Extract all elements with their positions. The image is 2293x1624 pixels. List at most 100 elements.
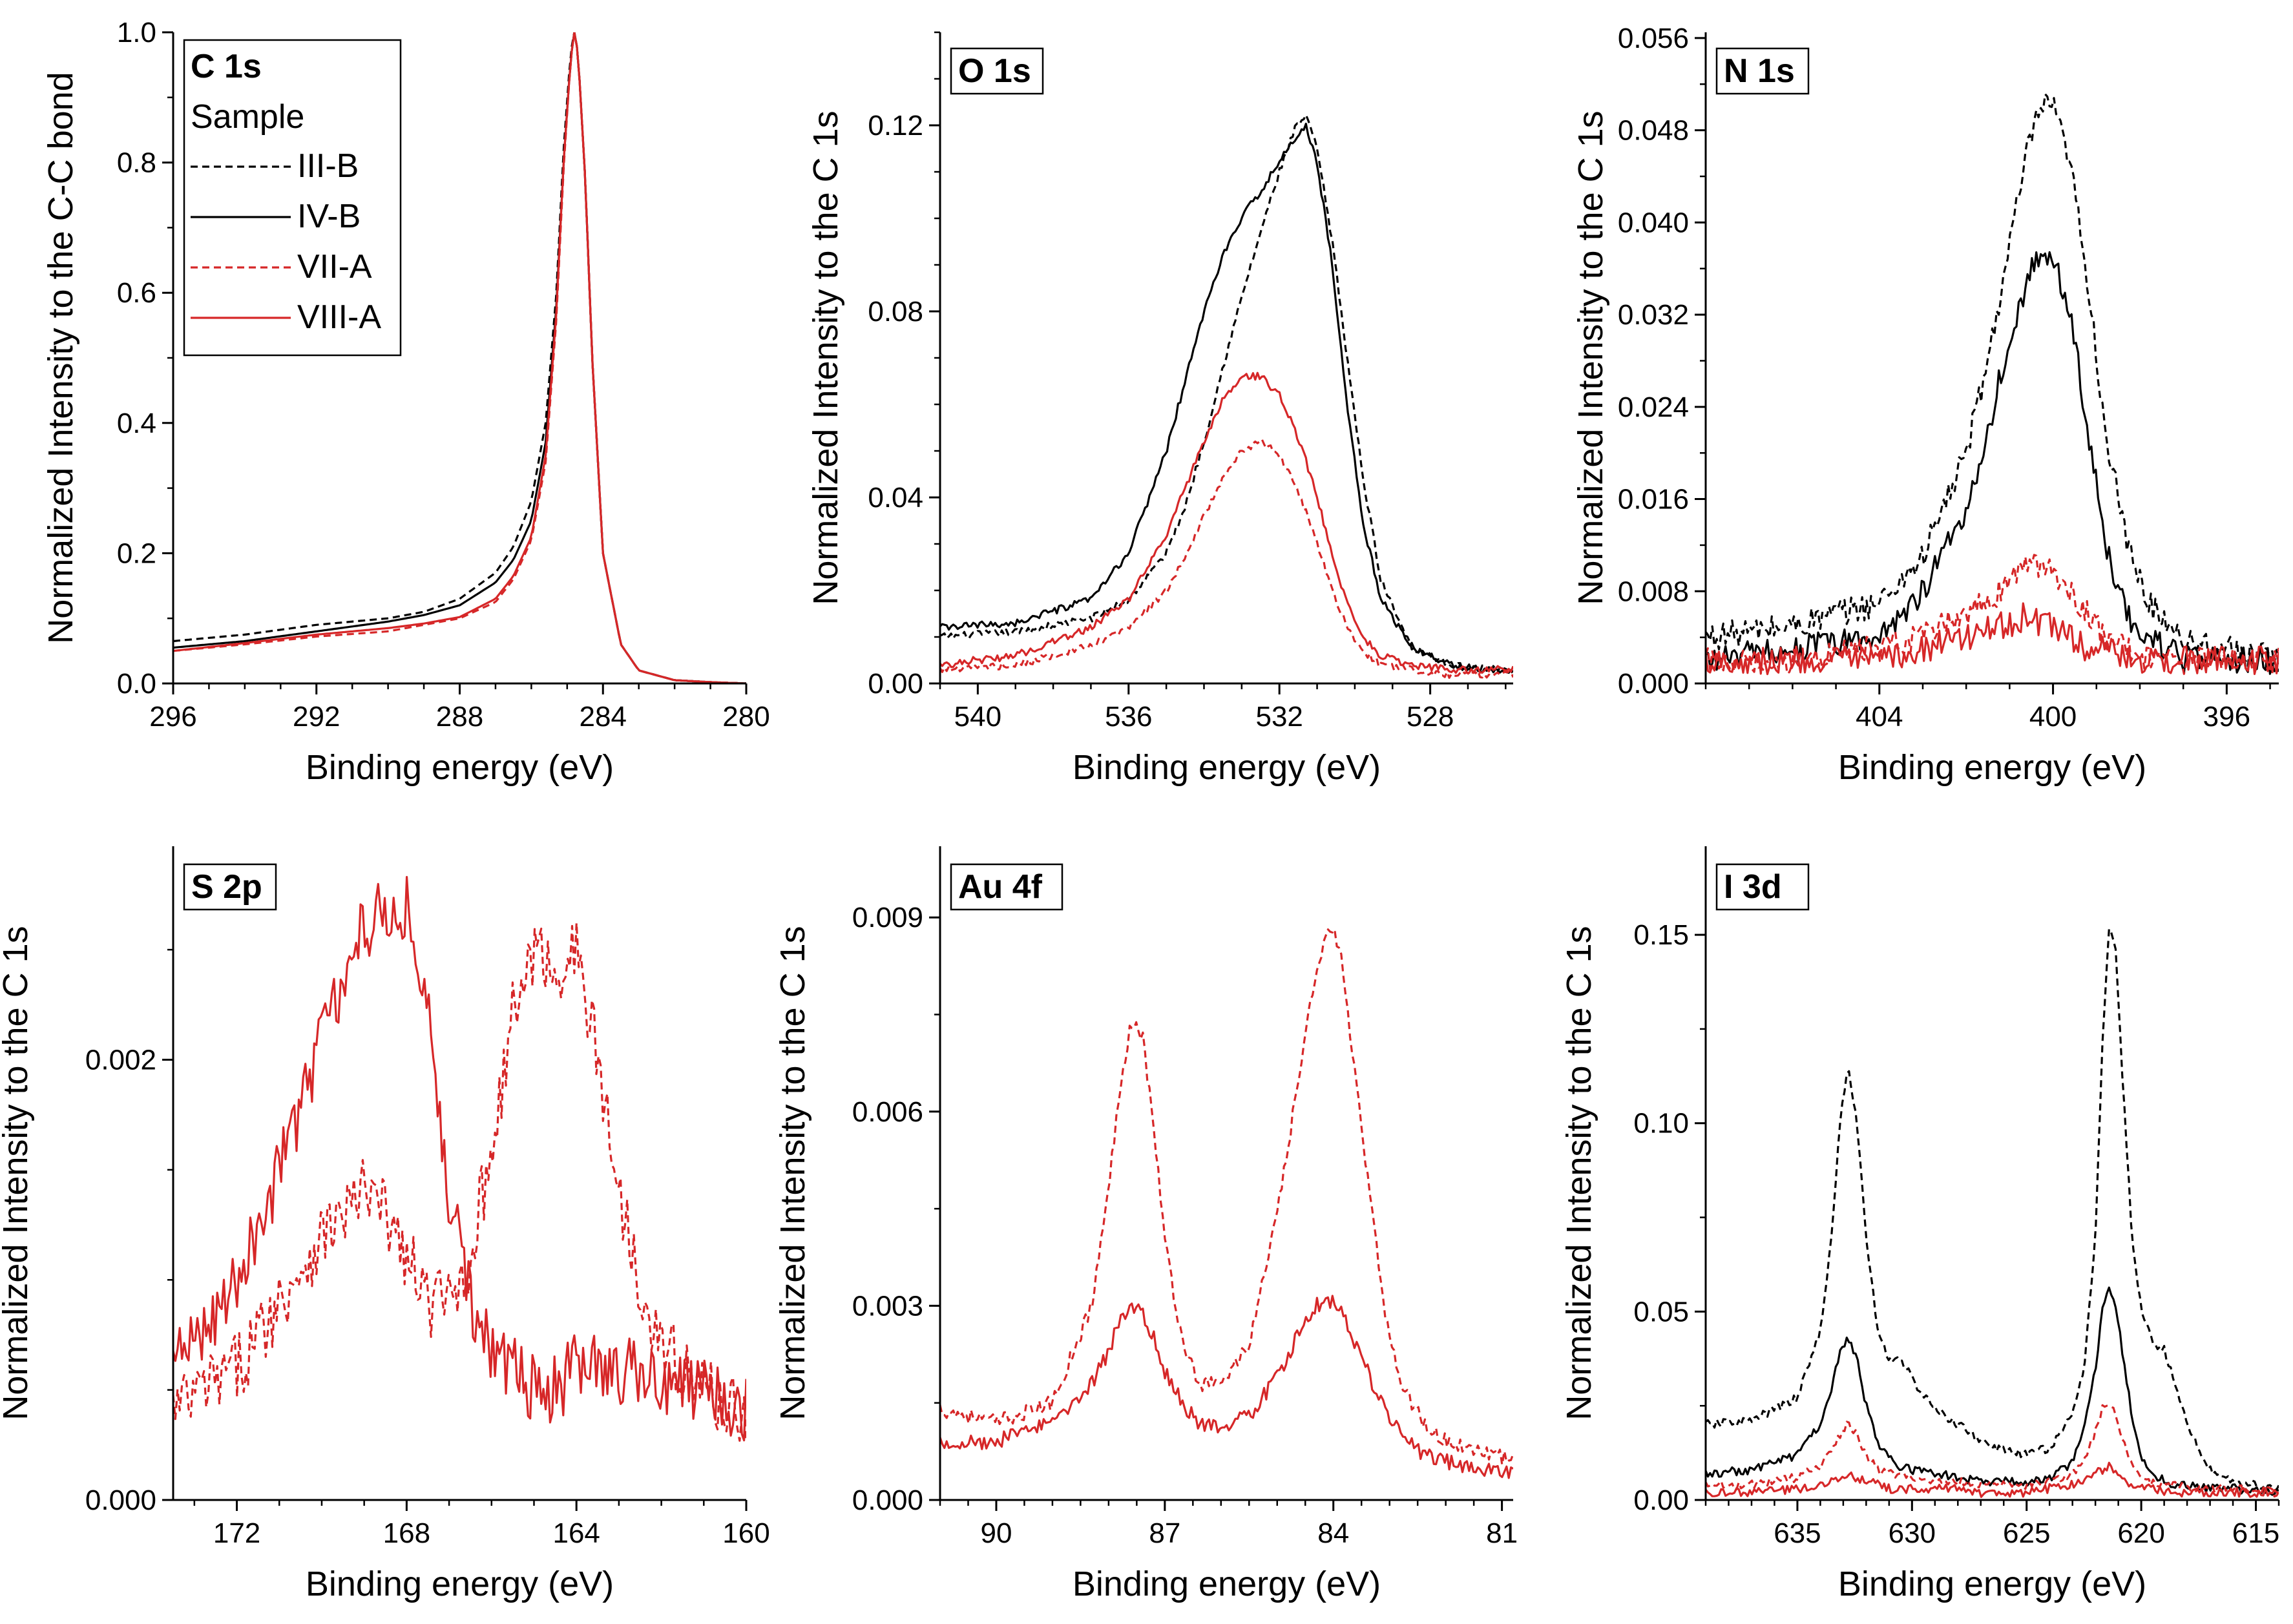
x-tick-label: 84 [1317, 1517, 1349, 1549]
y-tick-label: 0.003 [852, 1290, 923, 1322]
series-line-iv-b [1706, 251, 2279, 675]
x-axis-label: Binding energy (eV) [1838, 1565, 2146, 1603]
series-group [173, 32, 746, 683]
x-tick-label: 625 [2003, 1517, 2050, 1549]
x-tick-label: 280 [722, 701, 770, 733]
x-tick-label: 90 [980, 1517, 1012, 1549]
y-tick-label: 0.04 [868, 482, 923, 514]
y-tick-label: 0.8 [117, 147, 156, 179]
series-line-iv-b [1706, 1286, 2279, 1496]
x-tick-label: 284 [580, 701, 627, 733]
y-tick-label: 0.4 [117, 408, 156, 439]
x-tick-label: 630 [1889, 1517, 1936, 1549]
panel-i-3d: 635 630 625 620 615 0.00 0.05 0.10 0.15 Binding e… [1560, 846, 2280, 1603]
series-group [1706, 928, 2279, 1498]
y-tick-label: 0.000 [1618, 668, 1689, 700]
series-line-iv-b [940, 122, 1513, 674]
y-tick-label: 0.009 [852, 902, 923, 933]
x-tick-label: 528 [1407, 701, 1454, 733]
legend-title: Sample [191, 98, 304, 136]
series-line-viii-a [940, 1295, 1513, 1479]
x-tick-label: 635 [1774, 1517, 1821, 1549]
panel-title-box [1715, 47, 1810, 95]
x-axis-label: Binding energy (eV) [306, 1565, 614, 1603]
y-tick-label: 0.002 [85, 1045, 156, 1076]
panel-title: C 1s [191, 48, 262, 85]
series-line-viii-a [1706, 1461, 2279, 1498]
legend-label-vii-a: VII-A [297, 248, 372, 286]
x-tick-label: 540 [954, 701, 1001, 733]
series-line-vii-a [173, 921, 746, 1442]
panel-o-1s: 540 536 532 528 0.00 0.04 0.08 0.12 Binding ener… [806, 31, 1513, 787]
panel-title: S 2p [191, 868, 262, 906]
x-tick-label: 288 [436, 701, 483, 733]
y-tick-label: 0.6 [117, 277, 156, 309]
series-line-vii-a [1706, 1404, 2279, 1498]
x-tick-label: 87 [1149, 1517, 1180, 1549]
y-tick-label: 0.12 [868, 110, 923, 141]
panel-n-1s: 404 400 396 0.000 0.008 0.016 0.024 0.032 0.040 0… [1571, 23, 2279, 787]
panel-title-box [950, 47, 1044, 95]
y-tick-label: 0.006 [852, 1096, 923, 1128]
y-tick-label: 0.008 [1618, 576, 1689, 607]
series-line-viii-a [1706, 602, 2279, 676]
panel-s-2p: 172 168 164 160 0.000 0.002 Binding energy (eV… [0, 846, 770, 1603]
x-tick-label: 160 [722, 1517, 770, 1549]
series-line-vii-a [940, 928, 1513, 1466]
y-tick-label: 0.08 [868, 296, 923, 328]
x-tick-label: 620 [2117, 1517, 2164, 1549]
y-axis-label: Normalized Intensity to the C 1s [773, 926, 812, 1420]
panel-title: I 3d [1724, 868, 1782, 906]
panel-c-1s: 296 292 288 284 280 0.0 0.2 0.4 0.6 0.8 1.0 Binding… [41, 17, 770, 787]
x-axis-label: Binding energy (eV) [306, 748, 614, 787]
x-tick-label: 81 [1486, 1517, 1518, 1549]
y-tick-label: 0.05 [1633, 1296, 1689, 1327]
x-tick-label: 292 [293, 701, 340, 733]
y-tick-label: 0.15 [1633, 919, 1689, 951]
series-group [1706, 93, 2279, 676]
y-axis-label: Normalized Intensity to the C 1s [1560, 926, 1598, 1420]
y-axis-label: Normalized Intensity to the C 1s [1571, 110, 1610, 605]
y-tick-label: 0.000 [852, 1484, 923, 1516]
x-tick-label: 296 [149, 701, 196, 733]
series-line-iii-b [1706, 93, 2279, 668]
x-tick-label: 400 [2029, 701, 2077, 733]
y-tick-label: 0.10 [1633, 1108, 1689, 1140]
series-line-iii-b [173, 32, 746, 683]
y-tick-label: 0.056 [1618, 23, 1689, 54]
series-group [940, 928, 1513, 1479]
series-group [940, 114, 1513, 679]
legend-label-viii-a: VIII-A [297, 298, 381, 336]
series-line-viii-a [173, 32, 746, 683]
panel-au-4f: 90 87 84 81 0.000 0.003 0.006 0.009 Binding ener… [773, 846, 1518, 1603]
y-tick-label: 0.040 [1618, 207, 1689, 238]
panel-title: N 1s [1724, 52, 1795, 90]
x-axis-label: Binding energy (eV) [1073, 1565, 1381, 1603]
panel-title: O 1s [958, 52, 1031, 90]
y-tick-label: 1.0 [117, 17, 156, 48]
y-tick-label: 0.00 [1633, 1484, 1689, 1516]
y-tick-label: 0.0 [117, 668, 156, 700]
y-tick-label: 0.024 [1618, 391, 1689, 423]
y-tick-label: 0.000 [85, 1484, 156, 1516]
series-line-vii-a [940, 438, 1513, 679]
panel-title-box [950, 863, 1063, 911]
x-tick-label: 536 [1105, 701, 1152, 733]
y-axis-label: Normalized Intensity to the C-C bond [41, 72, 80, 643]
y-axis-label: Normalized Intensity to the C 1s [806, 110, 845, 605]
y-tick-label: 0.032 [1618, 299, 1689, 331]
x-tick-label: 396 [2203, 701, 2250, 733]
series-line-vii-a [1706, 554, 2279, 676]
legend-box [183, 39, 402, 357]
x-tick-label: 172 [213, 1517, 260, 1549]
series-line-iii-b [1706, 928, 2279, 1492]
x-axis-label: Binding energy (eV) [1073, 748, 1381, 787]
legend-label-iii-b: III-B [297, 147, 359, 185]
panel-title: Au 4f [958, 868, 1043, 906]
series-group [173, 875, 746, 1442]
series-line-viii-a [173, 875, 746, 1442]
x-tick-label: 404 [1856, 701, 1903, 733]
x-tick-label: 615 [2232, 1517, 2279, 1549]
x-axis-label: Binding energy (eV) [1838, 748, 2146, 787]
